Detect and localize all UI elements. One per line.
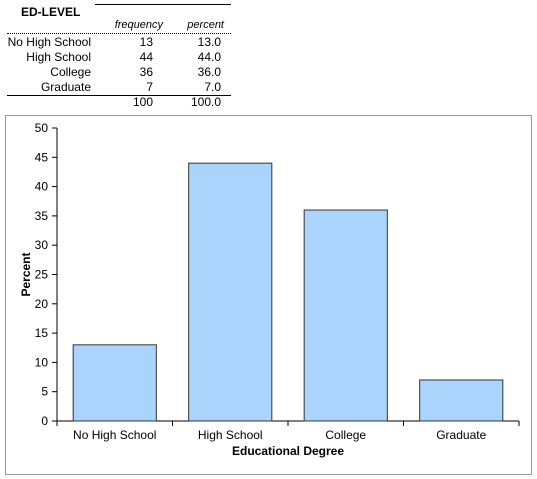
bar xyxy=(419,379,504,422)
row-frequency: 7 xyxy=(146,80,153,94)
y-tick-label: 25 xyxy=(35,268,49,282)
x-tick-label: No High School xyxy=(73,428,156,442)
y-tick-label: 5 xyxy=(41,385,48,399)
row-label: College xyxy=(50,65,91,79)
bar xyxy=(188,162,273,422)
x-axis-title: Educational Degree xyxy=(232,444,344,458)
bar xyxy=(72,344,157,422)
y-axis-title: Percent xyxy=(19,252,33,296)
frequency-header: frequency xyxy=(114,19,163,31)
row-percent: 36.0 xyxy=(197,65,221,79)
x-tick-label: College xyxy=(325,428,366,442)
y-tick-label: 45 xyxy=(35,150,49,164)
row-frequency: 36 xyxy=(139,65,153,79)
row-label: Graduate xyxy=(40,80,91,94)
table-top-rule xyxy=(95,4,231,5)
total-percent: 100.0 xyxy=(190,95,221,109)
y-tick-label: 15 xyxy=(35,326,49,340)
y-tick-label: 0 xyxy=(41,414,48,428)
frequency-table: ED-LEVEL frequency percent No High Schoo… xyxy=(0,0,240,112)
y-tick-label: 40 xyxy=(35,180,49,194)
y-tick-label: 35 xyxy=(35,209,49,223)
table-title: ED-LEVEL xyxy=(21,5,81,19)
chart-frame: 0 5 10 15 20 25 30 35 40 45 50 No High School High S… xyxy=(5,115,532,475)
row-frequency: 44 xyxy=(139,50,153,64)
row-label: No High School xyxy=(7,35,91,49)
bar-chart: 0 5 10 15 20 25 30 35 40 45 50 No High School High S… xyxy=(19,121,520,458)
table-total-rule xyxy=(7,95,231,96)
percent-header: percent xyxy=(187,19,224,31)
row-label: High School xyxy=(26,50,91,64)
row-percent: 7.0 xyxy=(204,80,221,94)
row-frequency: 13 xyxy=(139,35,153,49)
y-tick-label: 20 xyxy=(35,297,49,311)
row-percent: 44.0 xyxy=(197,50,221,64)
row-percent: 13.0 xyxy=(197,35,221,49)
y-tick-label: 10 xyxy=(35,355,49,369)
bar xyxy=(303,209,388,422)
x-tick-label: High School xyxy=(198,428,263,442)
table-header-rule xyxy=(7,33,231,34)
x-tick-label: Graduate xyxy=(436,428,486,442)
y-tick-label: 50 xyxy=(35,121,49,135)
y-tick-label: 30 xyxy=(35,238,49,252)
total-frequency: 100 xyxy=(132,95,153,109)
